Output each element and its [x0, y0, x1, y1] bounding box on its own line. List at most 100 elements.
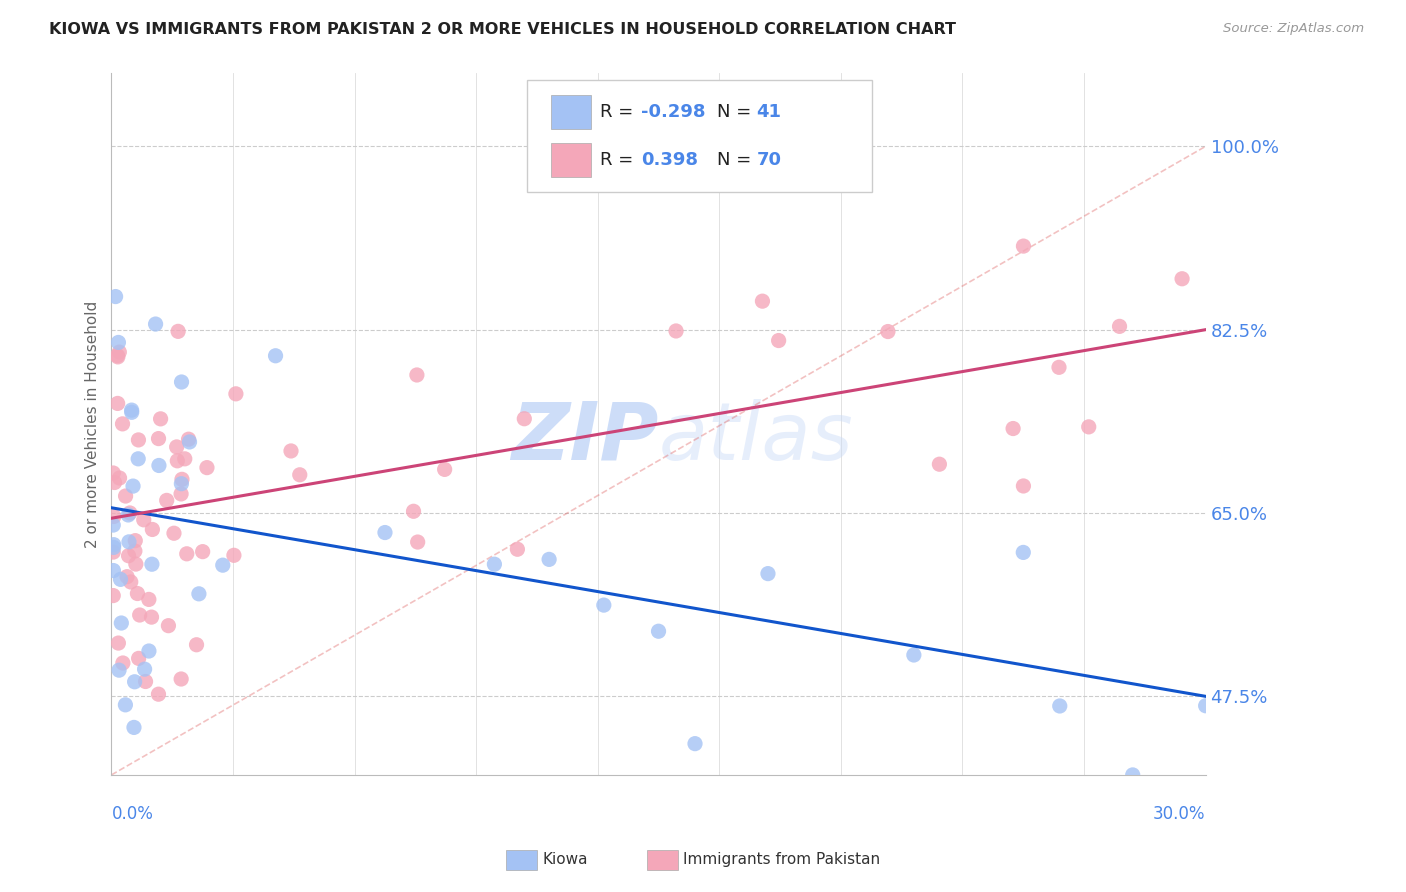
Point	[125, 557, 148, 571]
Point	[166, 440, 188, 454]
Point	[149, 412, 172, 426]
Point	[166, 454, 188, 468]
Point	[170, 472, 193, 486]
Point	[107, 335, 129, 350]
Point	[170, 672, 193, 686]
Point	[103, 466, 125, 480]
Text: R =: R =	[600, 151, 640, 169]
Point	[167, 324, 190, 338]
Point	[1171, 272, 1194, 286]
Point	[103, 545, 125, 559]
Point	[191, 544, 214, 558]
Point	[513, 411, 536, 425]
Point	[903, 648, 925, 662]
Text: KIOWA VS IMMIGRANTS FROM PAKISTAN 2 OR MORE VEHICLES IN HOUSEHOLD CORRELATION CH: KIOWA VS IMMIGRANTS FROM PAKISTAN 2 OR M…	[49, 22, 956, 37]
Point	[177, 432, 200, 446]
Point	[1047, 360, 1070, 375]
Point	[134, 662, 156, 676]
Point	[103, 538, 125, 552]
Point	[148, 432, 170, 446]
Point	[114, 698, 136, 712]
Point	[877, 325, 900, 339]
Point	[107, 636, 129, 650]
Point	[433, 462, 456, 476]
Point	[103, 509, 125, 524]
Text: -0.298: -0.298	[641, 103, 706, 121]
Text: R =: R =	[600, 103, 640, 121]
Point	[121, 405, 143, 419]
Text: Source: ZipAtlas.com: Source: ZipAtlas.com	[1223, 22, 1364, 36]
Point	[195, 460, 218, 475]
Text: Immigrants from Pakistan: Immigrants from Pakistan	[683, 853, 880, 867]
Point	[114, 489, 136, 503]
Point	[138, 644, 160, 658]
Text: atlas: atlas	[658, 399, 853, 477]
Text: 0.0%: 0.0%	[111, 805, 153, 823]
Point	[406, 535, 429, 549]
Point	[1108, 319, 1130, 334]
Point	[288, 467, 311, 482]
Point	[117, 508, 139, 522]
Point	[1012, 545, 1035, 559]
Point	[120, 574, 142, 589]
Text: N =: N =	[717, 103, 756, 121]
Point	[280, 444, 302, 458]
Point	[107, 396, 129, 410]
Point	[768, 334, 790, 348]
Point	[141, 610, 163, 624]
Point	[108, 345, 131, 359]
Point	[222, 549, 245, 563]
Point	[141, 558, 163, 572]
Text: 30.0%: 30.0%	[1153, 805, 1206, 823]
Point	[111, 417, 134, 431]
Text: ZIP: ZIP	[512, 399, 658, 477]
Text: 70: 70	[756, 151, 782, 169]
Point	[107, 349, 129, 363]
Point	[1012, 479, 1035, 493]
Text: 41: 41	[756, 103, 782, 121]
Point	[108, 471, 131, 485]
Point	[118, 506, 141, 520]
Point	[186, 638, 208, 652]
Point	[124, 544, 146, 558]
Point	[128, 651, 150, 665]
Point	[179, 434, 201, 449]
Point	[141, 523, 163, 537]
Point	[118, 534, 141, 549]
Point	[1195, 698, 1218, 713]
Point	[148, 458, 170, 473]
Text: 0.398: 0.398	[641, 151, 699, 169]
Point	[264, 349, 287, 363]
Point	[148, 687, 170, 701]
Point	[117, 549, 139, 563]
Point	[402, 504, 425, 518]
Point	[110, 573, 132, 587]
Point	[173, 451, 195, 466]
Point	[124, 533, 146, 548]
Point	[132, 513, 155, 527]
Point	[406, 368, 429, 382]
Point	[103, 541, 125, 555]
Point	[665, 324, 688, 338]
Point	[127, 451, 149, 466]
Point	[124, 674, 146, 689]
Point	[170, 375, 193, 389]
Point	[103, 518, 125, 533]
Point	[104, 289, 127, 303]
Point	[1122, 768, 1144, 782]
Text: N =: N =	[717, 151, 756, 169]
Point	[103, 589, 125, 603]
Point	[506, 542, 529, 557]
Point	[157, 618, 180, 632]
Point	[211, 558, 233, 573]
Point	[484, 558, 506, 572]
Point	[115, 569, 138, 583]
Point	[138, 592, 160, 607]
Point	[592, 598, 614, 612]
Point	[128, 607, 150, 622]
Point	[103, 475, 125, 490]
Point	[121, 403, 143, 417]
Text: Kiowa: Kiowa	[543, 853, 588, 867]
Point	[756, 566, 779, 581]
Point	[647, 624, 669, 639]
